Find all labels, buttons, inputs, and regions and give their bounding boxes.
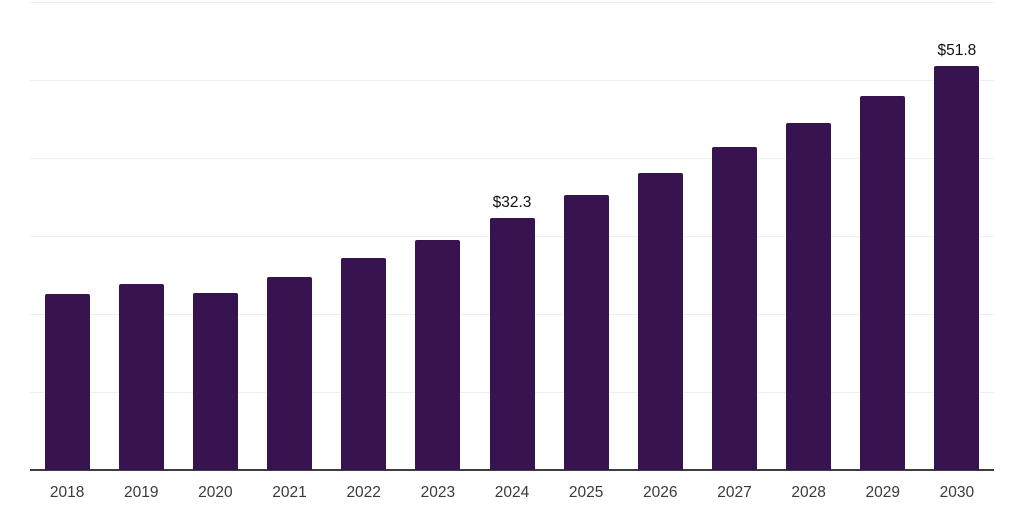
x-tick-label: 2028 [791,484,826,501]
gridline [30,80,994,81]
bar-2025 [563,195,609,470]
x-tick-label: 2021 [272,484,307,501]
bar-2030 [934,66,980,470]
bar-value-label: $51.8 [937,42,977,59]
bar-2026 [637,173,683,470]
bar-2027 [711,147,757,470]
bar-2018 [44,294,90,470]
x-tick-label: 2019 [123,484,159,501]
bar-2023 [415,240,461,470]
bar-2021 [267,277,313,470]
gridline [30,2,994,3]
bar-2024 [489,218,535,470]
x-tick-label: 2024 [494,484,530,501]
x-tick-label: 2023 [420,484,456,501]
bar-2028 [786,123,832,470]
gridline [30,158,994,159]
x-tick-label: 2030 [939,484,975,501]
bar-2022 [341,258,387,470]
bar-2020 [192,293,238,470]
x-tick-label: 2025 [568,484,604,501]
x-tick-label: 2029 [865,484,900,501]
x-tick-label: 2022 [346,484,381,501]
x-tick-label: 2020 [198,484,233,501]
bar-2019 [118,284,164,470]
bar-2029 [860,96,906,470]
x-tick-label: 2027 [717,484,752,501]
x-tick-label: 2018 [49,484,85,501]
x-tick-label: 2026 [643,484,678,501]
bar-value-label: $32.3 [492,194,532,211]
